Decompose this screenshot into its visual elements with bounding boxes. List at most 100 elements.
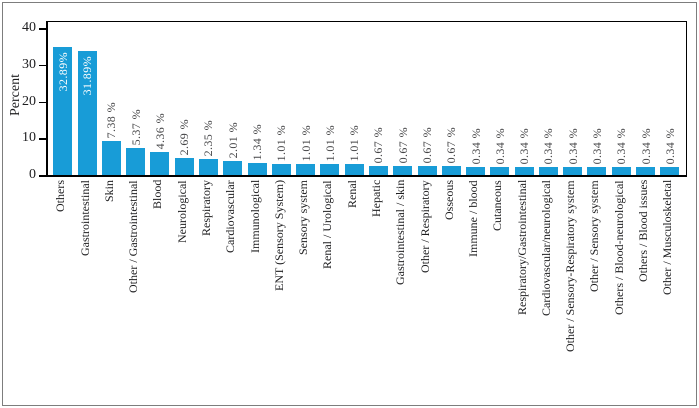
bar-value-label: 0.34 % bbox=[589, 127, 604, 164]
bar-column: 4.36 % bbox=[150, 22, 170, 175]
bars-row: 32.89% 31.89% 7.38 % 5.37 % 4.36 % 2.69 % 2.35… bbox=[48, 22, 685, 175]
x-axis-label: Neurological bbox=[174, 180, 189, 243]
bar bbox=[417, 166, 437, 175]
plot-area bbox=[46, 21, 687, 177]
x-axis-label: Blood bbox=[150, 180, 165, 210]
bar bbox=[636, 167, 656, 175]
x-axis-label: Hepatic bbox=[368, 180, 383, 218]
bar-value-label: 0.34 % bbox=[614, 127, 629, 164]
bar-column: 1.34 % bbox=[247, 22, 267, 175]
bar bbox=[223, 161, 243, 175]
bar-value-label: 0.34 % bbox=[517, 127, 532, 164]
bar-value-label: 0.34 % bbox=[468, 127, 483, 164]
bar-value-label: 0.34 % bbox=[638, 127, 653, 164]
bar-value-label: 2.69 % bbox=[177, 118, 192, 155]
bar bbox=[368, 166, 388, 175]
bar-value-label: 0.34 % bbox=[541, 127, 556, 164]
bar bbox=[611, 167, 631, 175]
bar-value-label: 0.67 % bbox=[444, 126, 459, 163]
y-tick-mark bbox=[39, 28, 46, 30]
bar-column: 0.67 % bbox=[393, 22, 413, 175]
bar-column: 1.01 % bbox=[296, 22, 316, 175]
bar-column: 0.34 % bbox=[611, 22, 631, 175]
bar: 32.89% bbox=[53, 47, 73, 175]
bar-column: 2.35 % bbox=[198, 22, 218, 175]
bar-value-label: 1.01 % bbox=[274, 124, 289, 161]
bar-column: 1.01 % bbox=[271, 22, 291, 175]
bar bbox=[150, 152, 170, 175]
x-axis-label: Cardiovascular bbox=[223, 180, 238, 253]
bar: 31.89% bbox=[77, 51, 97, 175]
bar-value-label: 31.89% bbox=[80, 56, 95, 96]
bar bbox=[490, 167, 510, 175]
bar-value-label: 32.89% bbox=[55, 52, 70, 92]
x-axis-label: Cardiovascular/neurological bbox=[538, 180, 553, 316]
x-axis-label: Skin bbox=[101, 180, 116, 203]
x-axis-label: Other / Gastrointestinal bbox=[126, 180, 141, 293]
bar-value-label: 0.34 % bbox=[492, 127, 507, 164]
y-tick-label: 0 bbox=[29, 167, 36, 182]
bar bbox=[198, 159, 218, 175]
x-axis-label: Other / Musculoskeletal bbox=[660, 180, 675, 296]
x-axis-label: Other / Sensory-Respiratory system bbox=[563, 180, 578, 352]
x-axis-label: Respiratory/Gastrointestinal bbox=[514, 180, 529, 316]
bar-column: 0.34 % bbox=[538, 22, 558, 175]
x-axis-label: Sensory system bbox=[296, 180, 311, 255]
bar-value-label: 0.67 % bbox=[371, 126, 386, 163]
bar-value-label: 1.01 % bbox=[322, 124, 337, 161]
bar-column: 5.37 % bbox=[126, 22, 146, 175]
bar bbox=[660, 167, 680, 175]
bar-column: 0.34 % bbox=[636, 22, 656, 175]
bar-column: 2.69 % bbox=[174, 22, 194, 175]
y-tick-mark bbox=[39, 175, 46, 177]
bar-column: 0.34 % bbox=[587, 22, 607, 175]
x-axis-label: Immunological bbox=[247, 180, 262, 254]
bar-column: 7.38 % bbox=[101, 22, 121, 175]
bar bbox=[441, 166, 461, 175]
x-axis-label: Others bbox=[53, 180, 68, 212]
x-axis-label: Osseous bbox=[441, 180, 456, 221]
bar-value-label: 0.34 % bbox=[565, 127, 580, 164]
bar-column: 0.67 % bbox=[417, 22, 437, 175]
bar-value-label: 0.67 % bbox=[420, 126, 434, 163]
x-axis-label: Others / Blood issues bbox=[636, 180, 651, 283]
bar-column: 0.67 % bbox=[441, 22, 461, 175]
x-axis-label: Renal bbox=[344, 180, 359, 208]
x-axis-label: Gastrointestinal / skin bbox=[393, 180, 408, 286]
bar bbox=[271, 164, 291, 175]
bar bbox=[393, 166, 413, 175]
bar bbox=[174, 158, 194, 175]
x-axis-label: Other / Respiratory bbox=[417, 180, 432, 273]
bar-value-label: 1.01 % bbox=[347, 124, 362, 161]
y-axis: 0 10 20 30 40 bbox=[0, 0, 46, 408]
y-tick-label: 20 bbox=[22, 93, 36, 109]
bar bbox=[296, 164, 316, 175]
bar-column: 0.34 % bbox=[466, 22, 486, 175]
bar bbox=[466, 167, 486, 175]
bar bbox=[538, 167, 558, 175]
bar bbox=[247, 163, 267, 175]
bar bbox=[320, 164, 340, 175]
bar-value-label: 0.67 % bbox=[395, 126, 410, 163]
x-axis-label: Other / Sensory system bbox=[587, 180, 602, 292]
y-tick-label: 10 bbox=[22, 130, 36, 146]
bar-column: 2.01 % bbox=[223, 22, 243, 175]
bar-column: 0.67 % bbox=[368, 22, 388, 175]
y-tick-label: 40 bbox=[22, 20, 36, 35]
bar-column: 0.34 % bbox=[563, 22, 583, 175]
bar-value-label: 5.37 % bbox=[128, 108, 143, 145]
y-tick-mark bbox=[39, 138, 46, 140]
x-axis-label: Respiratory bbox=[198, 180, 213, 236]
bar-column: 32.89% bbox=[53, 22, 73, 175]
x-axis-label: Gastrointestinal bbox=[77, 180, 92, 256]
bar-column: 31.89% bbox=[77, 22, 97, 175]
bar-value-label: 2.35 % bbox=[201, 119, 216, 156]
bar bbox=[101, 141, 121, 175]
x-axis-label: Renal / Urological bbox=[320, 180, 335, 269]
x-axis-label: Cutaneous bbox=[490, 180, 505, 231]
x-axis-labels: Others Gastrointestinal Skin Other / Gastro… bbox=[48, 180, 685, 402]
bar-column: 0.34 % bbox=[660, 22, 680, 175]
x-axis-label: Others / Blood-neurological bbox=[611, 180, 626, 315]
bar-column: 1.01 % bbox=[320, 22, 340, 175]
bar-value-label: 0.34 % bbox=[662, 127, 677, 164]
